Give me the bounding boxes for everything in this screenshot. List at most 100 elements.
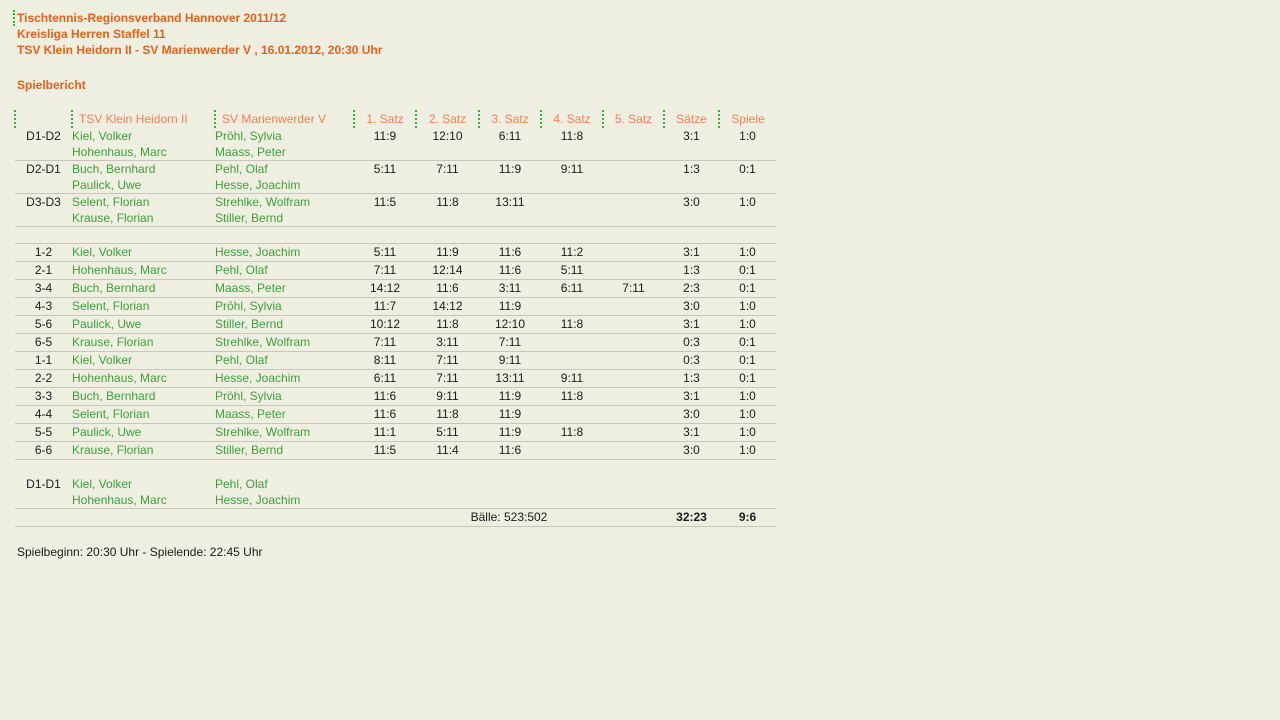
competition-title: Tischtennis-Regionsverband Hannover 2011…: [13, 10, 1280, 26]
report-header: Tischtennis-Regionsverband Hannover 2011…: [13, 10, 1280, 58]
set-score-5: [603, 315, 664, 334]
col-match-number: [14, 110, 72, 128]
set-score-4: [541, 297, 603, 316]
set-score-2: 11:8: [416, 315, 479, 334]
match-row: 4-3 Selent, Florian Pröhl, Sylvia 11:7 14:12…: [15, 297, 776, 316]
set-score-1: 14:12: [354, 279, 416, 298]
away-player-name: Strehlke, Wolfram: [215, 425, 311, 439]
sets-result: 3:0: [664, 441, 719, 460]
set-score-3: 13:11: [479, 369, 541, 388]
home-player: Krause, Florian: [72, 333, 215, 352]
set-score-1: 11:9: [354, 128, 416, 161]
sets-result: [664, 476, 719, 509]
col-set-5: 5. Satz: [602, 110, 664, 128]
home-player: Kiel, Volker Hohenhaus, Marc: [72, 128, 215, 161]
set-score-3: 11:9: [479, 297, 541, 316]
set-score-5: [603, 441, 664, 460]
sets-result: 0:3: [664, 351, 719, 370]
away-player-name: Hesse, Joachim: [215, 178, 301, 192]
set-score-4: 9:11: [541, 369, 603, 388]
set-score-4: 11:8: [541, 423, 603, 442]
away-player: Pröhl, Sylvia: [215, 297, 354, 316]
set-score-5: [603, 369, 664, 388]
match-number: 6-5: [15, 333, 72, 352]
totals-row: Bälle: 523:502 32:23 9:6: [15, 508, 776, 527]
match-row: D3-D3 Selent, Florian Krause, Florian Streh…: [15, 193, 776, 227]
col-set-2: 2. Satz: [415, 110, 479, 128]
col-sets-total: Sätze: [663, 110, 719, 128]
set-score-2: 11:4: [416, 441, 479, 460]
match-number: 3-3: [15, 387, 72, 406]
set-score-2: [416, 476, 479, 509]
match-row: 1-1 Kiel, Volker Pehl, Olaf 8:11 7:11 9:11 0:3…: [15, 351, 776, 370]
set-score-4: [541, 405, 603, 424]
away-player-name: Maass, Peter: [215, 281, 286, 295]
home-player-name: Kiel, Volker: [72, 245, 133, 259]
games-result: 1:0: [719, 405, 776, 424]
home-player-name: Buch, Bernhard: [72, 389, 156, 403]
sets-result: 3:0: [664, 193, 719, 227]
match-number: 3-4: [15, 279, 72, 298]
home-player: Krause, Florian: [72, 441, 215, 460]
set-score-2: 11:8: [416, 193, 479, 227]
away-player: Pröhl, Sylvia: [215, 387, 354, 406]
set-score-2: 11:6: [416, 279, 479, 298]
away-player-name: Pehl, Olaf: [215, 353, 268, 367]
set-score-2: 9:11: [416, 387, 479, 406]
games-result: [719, 476, 776, 509]
set-score-2: 3:11: [416, 333, 479, 352]
sets-result: 3:0: [664, 405, 719, 424]
header-row: TSV Klein Heidorn II SV Marienwerder V 1…: [14, 110, 776, 128]
set-score-2: 5:11: [416, 423, 479, 442]
match-number: 4-3: [15, 297, 72, 316]
sets-result: 3:1: [664, 315, 719, 334]
set-score-5: [603, 423, 664, 442]
set-score-2: 7:11: [416, 160, 479, 194]
games-result: 1:0: [719, 193, 776, 227]
match-row: 5-5 Paulick, Uwe Strehlke, Wolfram 11:1 5:11…: [15, 423, 776, 442]
match-row: 2-1 Hohenhaus, Marc Pehl, Olaf 7:11 12:14 11:…: [15, 261, 776, 280]
away-player: Pehl, Olaf Hesse, Joachim: [215, 160, 354, 194]
games-result: 0:1: [719, 261, 776, 280]
games-total: 9:6: [719, 508, 776, 527]
set-score-1: 11:1: [354, 423, 416, 442]
match-row: 2-2 Hohenhaus, Marc Hesse, Joachim 6:11 7:11…: [15, 369, 776, 388]
match-row: 1-2 Kiel, Volker Hesse, Joachim 5:11 11:9 11:…: [15, 243, 776, 262]
match-row: 3-4 Buch, Bernhard Maass, Peter 14:12 11:6 3:…: [15, 279, 776, 298]
home-player: Buch, Bernhard Paulick, Uwe: [72, 160, 215, 194]
match-report-table: TSV Klein Heidorn II SV Marienwerder V 1…: [14, 110, 776, 527]
sets-result: 3:0: [664, 297, 719, 316]
set-score-5: [603, 243, 664, 262]
col-set-1: 1. Satz: [353, 110, 416, 128]
set-score-5: [603, 160, 664, 194]
home-player: Kiel, Volker Hohenhaus, Marc: [72, 476, 215, 509]
set-score-5: [603, 261, 664, 280]
set-score-4: 6:11: [541, 279, 603, 298]
match-row: D1-D2 Kiel, Volker Hohenhaus, Marc Pröhl, S…: [15, 128, 776, 161]
col-set-4: 4. Satz: [540, 110, 603, 128]
spacer-cell: [15, 226, 776, 244]
totals-lead-cell: [15, 508, 354, 527]
set-score-5: [603, 387, 664, 406]
match-number: 1-2: [15, 243, 72, 262]
match-row: 5-6 Paulick, Uwe Stiller, Bernd 10:12 11:8 12…: [15, 315, 776, 334]
games-result: 0:1: [719, 279, 776, 298]
set-score-1: 11:6: [354, 387, 416, 406]
away-player-name: Stiller, Bernd: [215, 317, 284, 331]
home-player-name: Hohenhaus, Marc: [72, 493, 167, 507]
set-score-5: [603, 333, 664, 352]
sets-total: 32:23: [664, 508, 719, 527]
away-player-name: Pröhl, Sylvia: [215, 129, 282, 143]
match-number: 2-2: [15, 369, 72, 388]
set-score-1: 7:11: [354, 261, 416, 280]
games-result: 0:1: [719, 160, 776, 194]
set-score-4: [541, 193, 603, 227]
sets-result: 2:3: [664, 279, 719, 298]
home-player: Kiel, Volker: [72, 243, 215, 262]
away-player: Hesse, Joachim: [215, 243, 354, 262]
home-player: Buch, Bernhard: [72, 387, 215, 406]
home-player: Selent, Florian: [72, 297, 215, 316]
set-score-1: [354, 476, 416, 509]
away-player-name: Maass, Peter: [215, 407, 286, 421]
away-player-name: Hesse, Joachim: [215, 245, 301, 259]
